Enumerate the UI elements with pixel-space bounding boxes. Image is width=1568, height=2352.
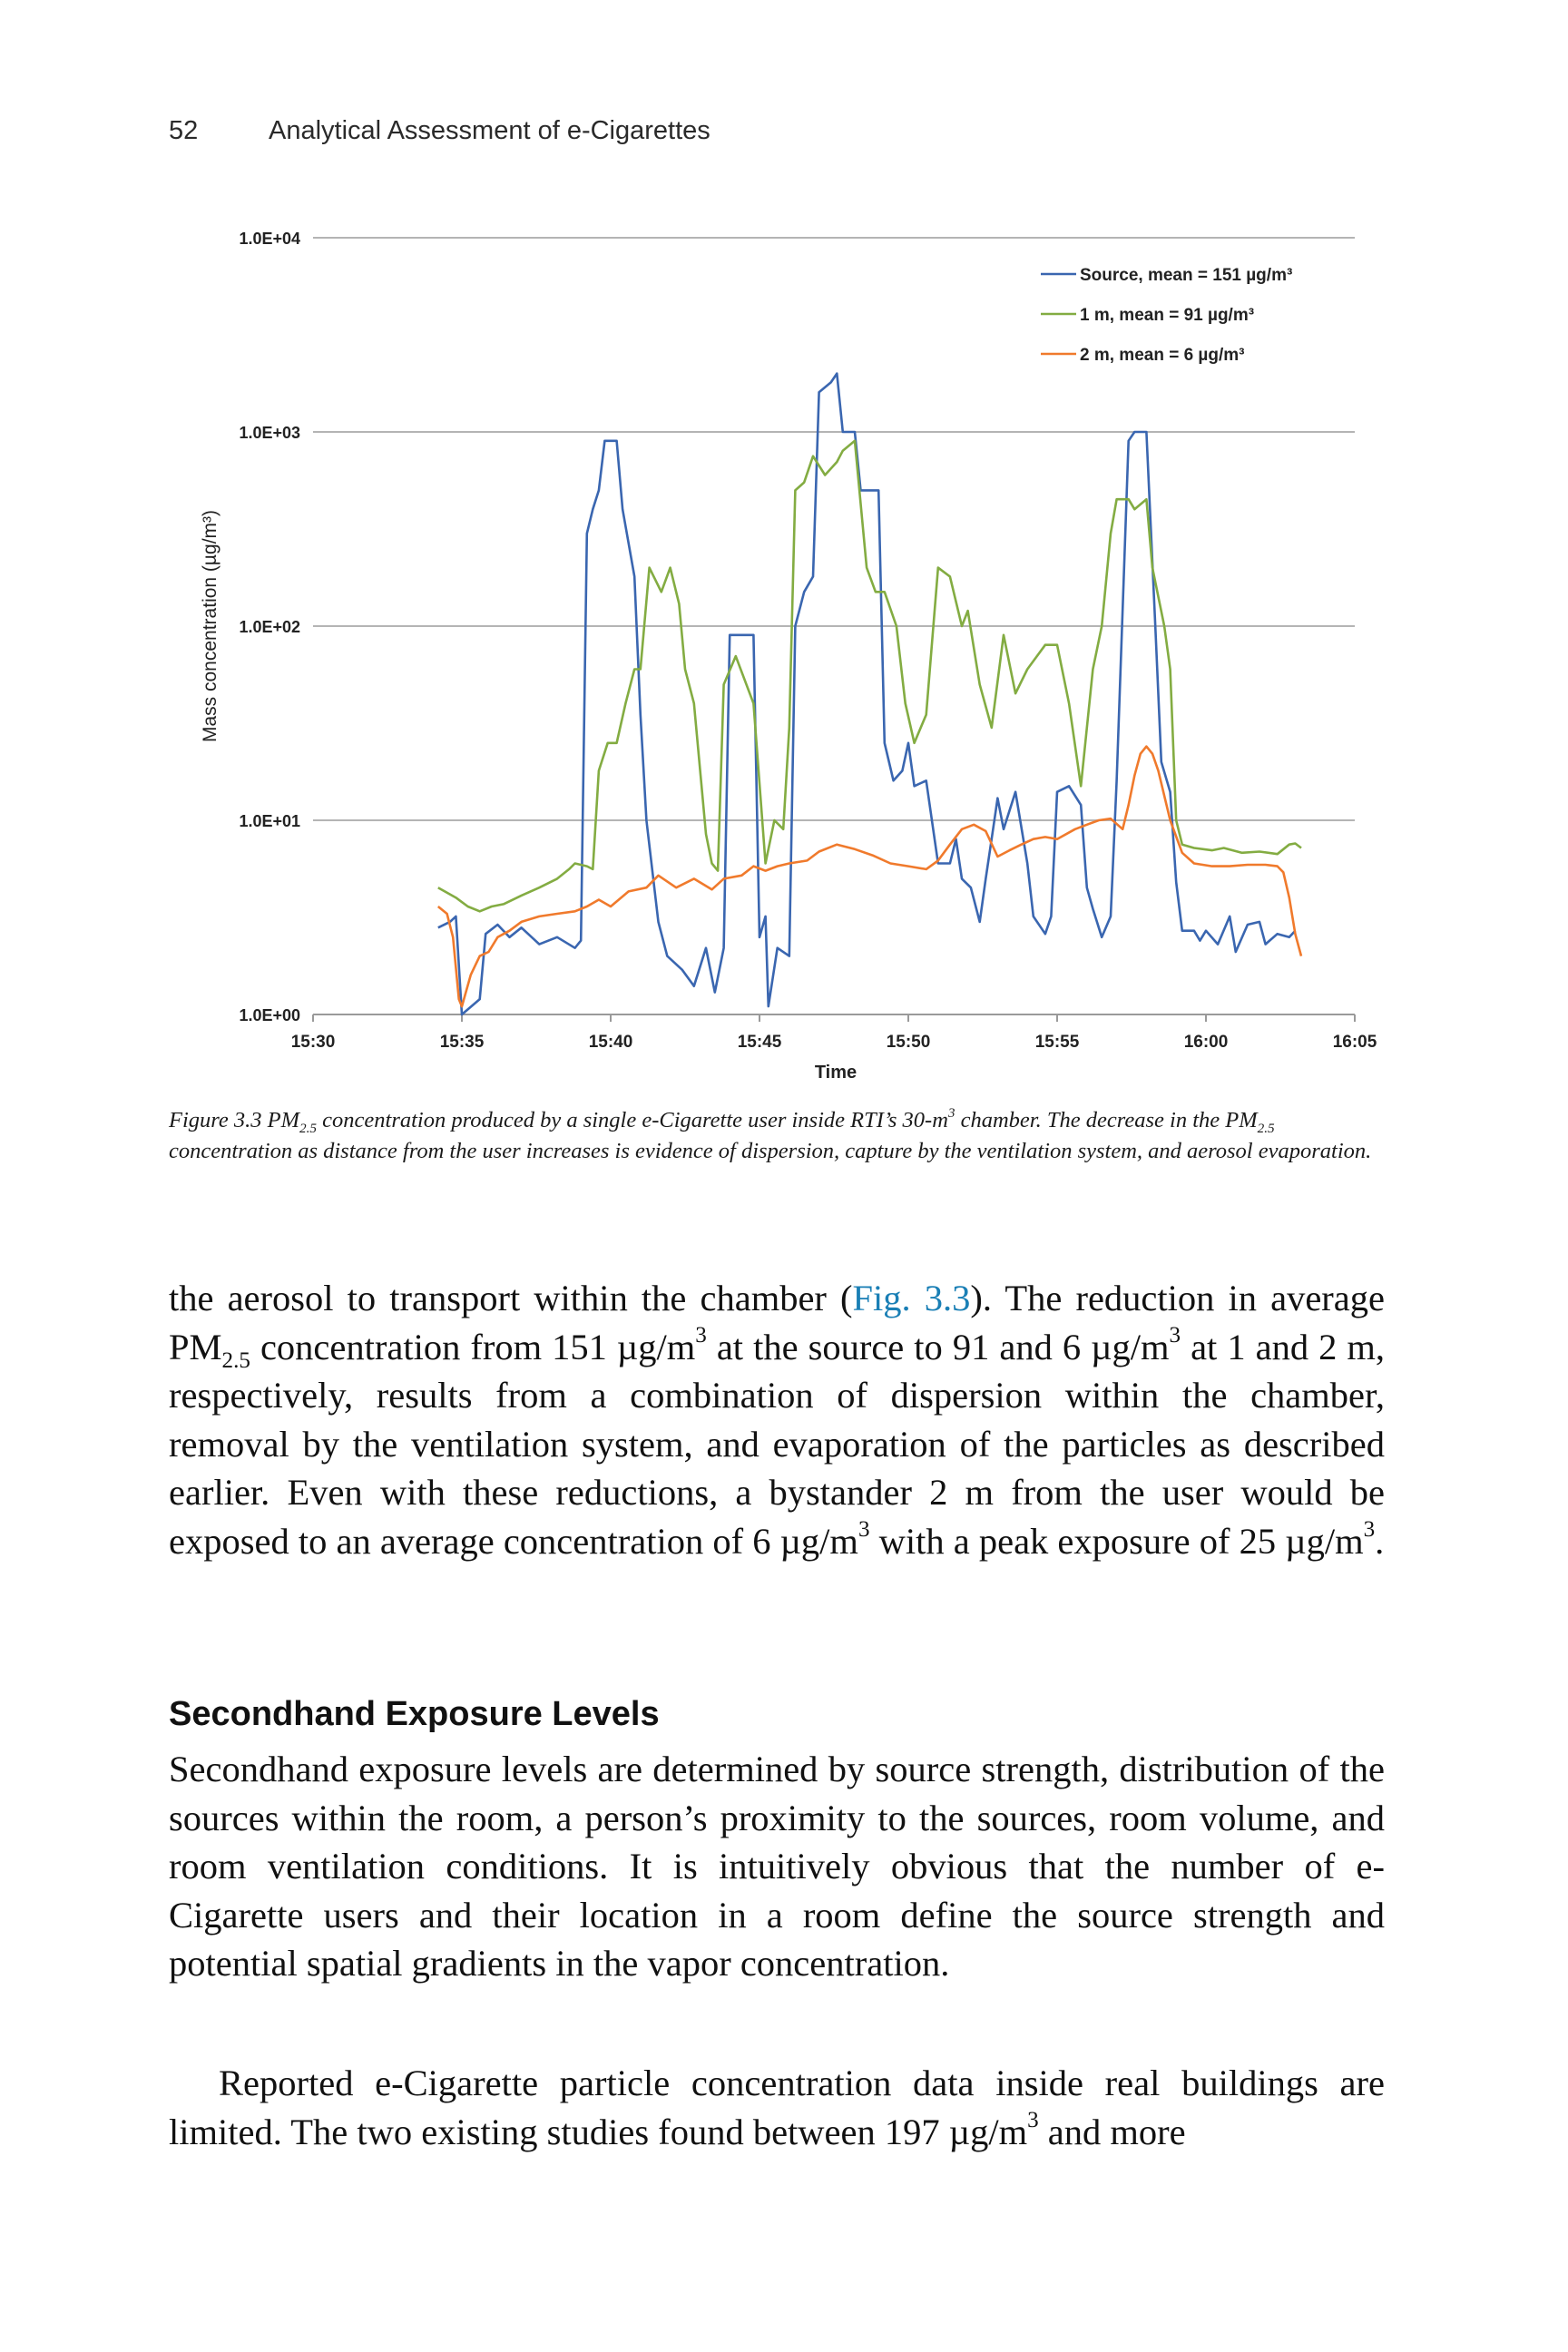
p1-sup-3: 3 <box>858 1517 870 1543</box>
running-header: 52 Analytical Assessment of e-Cigarettes <box>169 116 710 146</box>
y-tick-label: 1.0E+04 <box>239 230 300 248</box>
p1-text-e: at 1 and 2 m, respectively, results from… <box>169 1326 1385 1562</box>
p1-text-a: the aerosol to transport within the cham… <box>169 1278 853 1318</box>
x-tick-label: 15:45 <box>738 1033 782 1052</box>
series-line-2 <box>437 439 1302 913</box>
legend-label-1: Source, mean = 151 µg/m³ <box>1080 266 1292 285</box>
series-line-3 <box>436 745 1303 1008</box>
x-axis-label: Time <box>815 1063 857 1083</box>
section-heading: Secondhand Exposure Levels <box>169 1695 660 1733</box>
caption-pm-2: PM <box>1225 1108 1258 1132</box>
p1-sup-2: 3 <box>1169 1323 1181 1348</box>
caption-text-1: concentration produced by a single e-Cig… <box>317 1108 948 1132</box>
p1-text-d: at the source to 91 and 6 µg/m <box>706 1326 1170 1367</box>
p2-text: Secondhand exposure levels are determine… <box>169 1749 1385 1984</box>
p1-sub: 2.5 <box>221 1348 250 1373</box>
y-tick-label: 1.0E+01 <box>239 812 300 830</box>
caption-text-3: concentration as distance from the user … <box>169 1139 1372 1163</box>
legend-label-2: 1 m, mean = 91 µg/m³ <box>1080 306 1254 325</box>
running-title: Analytical Assessment of e-Cigarettes <box>269 116 710 145</box>
p1-sup-4: 3 <box>1363 1517 1376 1543</box>
x-tick-label: 15:50 <box>887 1033 931 1052</box>
figure-caption: Figure 3.3 PM2.5 concentration produced … <box>169 1105 1385 1167</box>
p1-text-g: . <box>1375 1520 1385 1562</box>
paragraph-2: Secondhand exposure levels are determine… <box>169 1745 1385 1988</box>
y-tick-label: 1.0E+03 <box>239 424 300 442</box>
caption-sup: 3 <box>947 1104 956 1121</box>
paragraph-1: the aerosol to transport within the cham… <box>169 1274 1385 1565</box>
y-tick-label: 1.0E+02 <box>239 618 300 636</box>
x-tick-label: 15:55 <box>1035 1033 1080 1052</box>
figure-3-3-chart: 1.0E+00 1.0E+01 1.0E+02 1.0E+03 1.0E+04 15:3… <box>200 230 1377 1083</box>
p1-text-b: ). The reduction in average PM <box>169 1278 1385 1367</box>
p3-text-b: and more <box>1038 2111 1186 2152</box>
legend-label-3: 2 m, mean = 6 µg/m³ <box>1080 346 1244 365</box>
caption-label: Figure 3.3 <box>169 1108 262 1132</box>
caption-pm: PM <box>267 1108 300 1132</box>
x-tick-label: 15:40 <box>589 1033 633 1052</box>
x-tick-label: 16:05 <box>1333 1033 1377 1052</box>
x-axis-ticks: 15:30 15:35 15:40 15:45 15:50 15:55 16:00 16:05 <box>291 1014 1377 1052</box>
page-number: 52 <box>169 116 199 145</box>
p1-text-c: concentration from 151 µg/m <box>250 1326 696 1367</box>
x-tick-label: 15:35 <box>440 1033 485 1052</box>
x-tick-label: 16:00 <box>1184 1033 1229 1052</box>
chart-gridlines <box>313 237 1355 1015</box>
p3-text-a: Reported e-Cigarette particle concentrat… <box>169 2063 1385 2152</box>
p3-sup: 3 <box>1027 2108 1039 2133</box>
caption-pm-sub: 2.5 <box>299 1120 318 1136</box>
figure-link[interactable]: Fig. 3.3 <box>852 1278 971 1318</box>
series-line-1 <box>437 372 1297 1016</box>
y-tick-label: 1.0E+00 <box>239 1006 300 1024</box>
y-axis-label: Mass concentration (µg/m³) <box>200 510 220 742</box>
caption-text-2: chamber. The decrease in the <box>955 1108 1226 1132</box>
paragraph-3: Reported e-Cigarette particle concentrat… <box>169 2059 1385 2156</box>
y-axis-ticks: 1.0E+00 1.0E+01 1.0E+02 1.0E+03 1.0E+04 <box>239 230 300 1024</box>
caption-pm-sub-2: 2.5 <box>1257 1120 1275 1136</box>
p1-sup-1: 3 <box>695 1323 707 1348</box>
chart-legend: Source, mean = 151 µg/m³ 1 m, mean = 91 µ… <box>1041 266 1292 365</box>
x-tick-label: 15:30 <box>291 1033 336 1052</box>
chart-series <box>436 372 1303 1016</box>
p1-text-f: with a peak exposure of 25 µg/m <box>869 1520 1364 1562</box>
